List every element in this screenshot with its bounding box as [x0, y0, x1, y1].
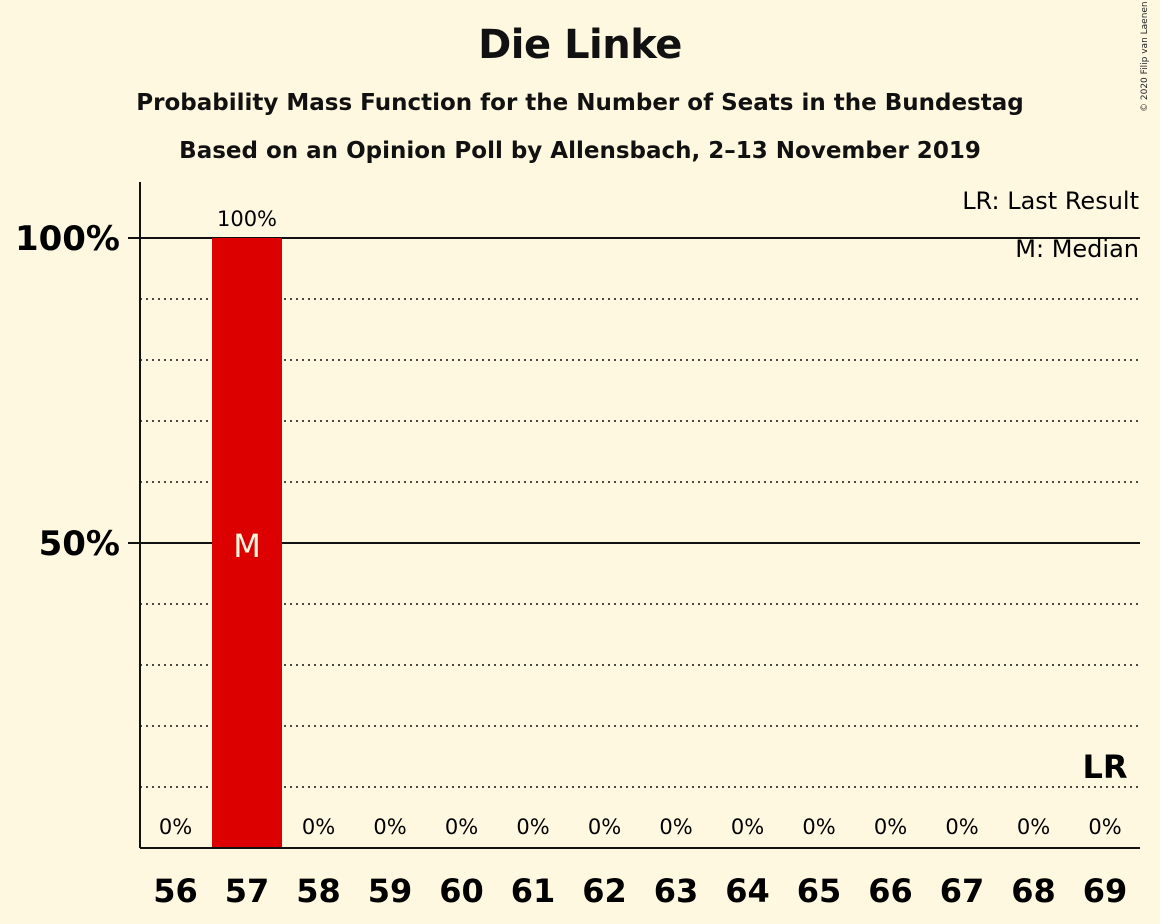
bar-value-label: 100% — [217, 207, 277, 231]
bar-value-label: 0% — [945, 815, 978, 839]
x-tick-label: 67 — [940, 872, 985, 910]
bar-value-label: 0% — [302, 815, 335, 839]
x-tick-label: 65 — [797, 872, 842, 910]
chart-title: Die Linke — [478, 22, 682, 68]
grid-lines — [128, 237, 1140, 788]
bar-value-label: 0% — [659, 815, 692, 839]
chart-subtitle-poll: Based on an Opinion Poll by Allensbach, … — [179, 138, 981, 164]
x-tick-label: 64 — [725, 872, 770, 910]
bar-value-label: 0% — [731, 815, 764, 839]
median-marker: M — [233, 527, 261, 565]
x-tick-label: 69 — [1083, 872, 1128, 910]
x-tick-label: 61 — [511, 872, 556, 910]
bar-value-label: 0% — [159, 815, 192, 839]
x-tick-label: 59 — [368, 872, 413, 910]
bar-value-label: 0% — [1088, 815, 1121, 839]
bar-value-label: 0% — [373, 815, 406, 839]
x-tick-label: 68 — [1011, 872, 1056, 910]
legend-entry: LR: Last Result — [962, 187, 1139, 215]
last-result-marker: LR — [1082, 748, 1127, 786]
x-tick-label: 58 — [296, 872, 341, 910]
chart-subtitle-pmf: Probability Mass Function for the Number… — [136, 90, 1024, 116]
x-tick-label: 66 — [868, 872, 913, 910]
x-tick-label: 56 — [153, 872, 198, 910]
legend: LR: Last Result M: Median — [962, 187, 1139, 263]
bar-value-label: 0% — [874, 815, 907, 839]
y-tick-label: 100% — [15, 219, 120, 259]
axes: 50% 100% 56 57 58 59 60 61 62 63 64 65 66 67 68 69 — [15, 182, 1140, 910]
x-tick-label: 62 — [582, 872, 627, 910]
bars — [212, 238, 282, 848]
value-labels: 0% 100% 0% 0% 0% 0% 0% 0% 0% 0% 0% 0% 0% 0% M LR — [159, 207, 1128, 839]
legend-entry: M: Median — [1015, 235, 1139, 263]
x-tick-label: 63 — [654, 872, 699, 910]
bar-value-label: 0% — [1017, 815, 1050, 839]
bar-value-label: 0% — [445, 815, 478, 839]
x-tick-label: 57 — [225, 872, 270, 910]
bar-value-label: 0% — [802, 815, 835, 839]
y-tick-label: 50% — [39, 524, 120, 564]
bar-value-label: 0% — [516, 815, 549, 839]
bar-value-label: 0% — [588, 815, 621, 839]
bar — [212, 238, 282, 848]
x-tick-label: 60 — [439, 872, 484, 910]
